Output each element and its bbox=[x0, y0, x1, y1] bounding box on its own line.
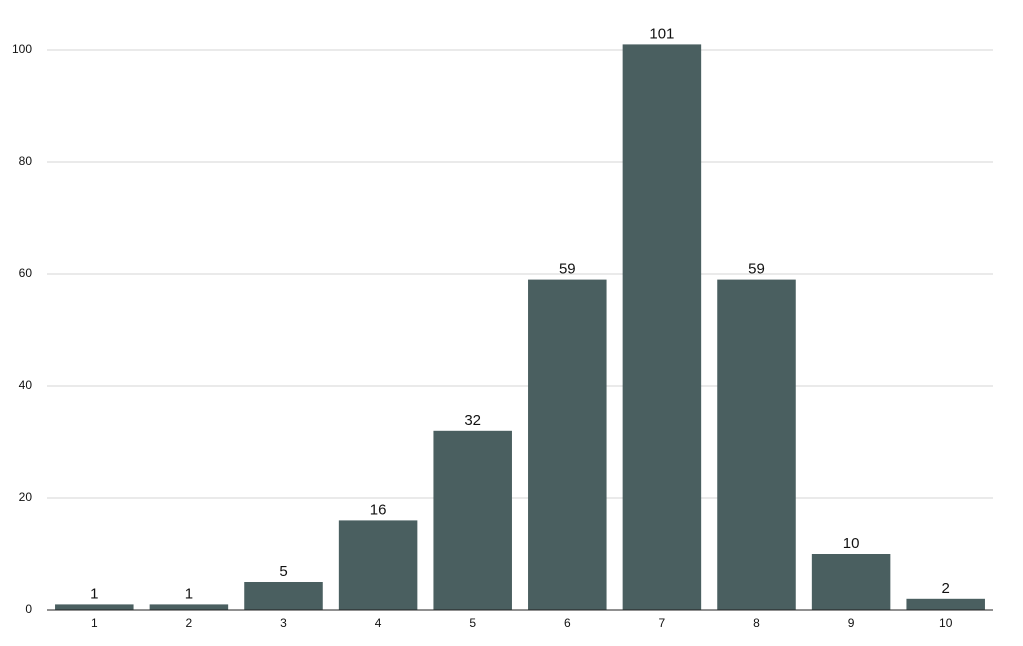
x-tick-label: 9 bbox=[848, 616, 855, 630]
y-tick-label: 100 bbox=[12, 42, 32, 56]
y-tick-label: 40 bbox=[19, 378, 33, 392]
value-label: 32 bbox=[464, 412, 481, 429]
y-tick-label: 80 bbox=[19, 154, 33, 168]
bar bbox=[811, 554, 891, 610]
value-label: 2 bbox=[942, 580, 950, 597]
value-label: 5 bbox=[279, 563, 287, 580]
value-label: 59 bbox=[559, 261, 576, 278]
x-tick-label: 10 bbox=[939, 616, 953, 630]
bar bbox=[244, 582, 323, 610]
x-tick-label: 2 bbox=[186, 616, 193, 630]
value-label: 16 bbox=[370, 501, 387, 518]
bar bbox=[622, 44, 702, 610]
y-tick-label: 0 bbox=[25, 602, 32, 616]
bar bbox=[717, 279, 796, 610]
bar bbox=[433, 430, 512, 610]
x-tick-label: 3 bbox=[280, 616, 287, 630]
bar bbox=[149, 604, 229, 610]
value-label: 101 bbox=[649, 25, 674, 42]
x-tick-label: 7 bbox=[659, 616, 666, 630]
bar bbox=[338, 520, 418, 610]
bar bbox=[55, 604, 134, 610]
y-tick-label: 20 bbox=[19, 490, 33, 504]
bar bbox=[906, 598, 985, 610]
x-tick-label: 8 bbox=[753, 616, 760, 630]
value-label: 1 bbox=[90, 585, 98, 602]
bar bbox=[528, 279, 607, 610]
value-label: 1 bbox=[185, 585, 193, 602]
x-tick-label: 5 bbox=[469, 616, 476, 630]
x-tick-label: 1 bbox=[91, 616, 98, 630]
value-label: 10 bbox=[843, 535, 860, 552]
value-label: 59 bbox=[748, 261, 765, 278]
y-tick-label: 60 bbox=[19, 266, 33, 280]
x-tick-label: 4 bbox=[375, 616, 382, 630]
x-tick-label: 6 bbox=[564, 616, 571, 630]
